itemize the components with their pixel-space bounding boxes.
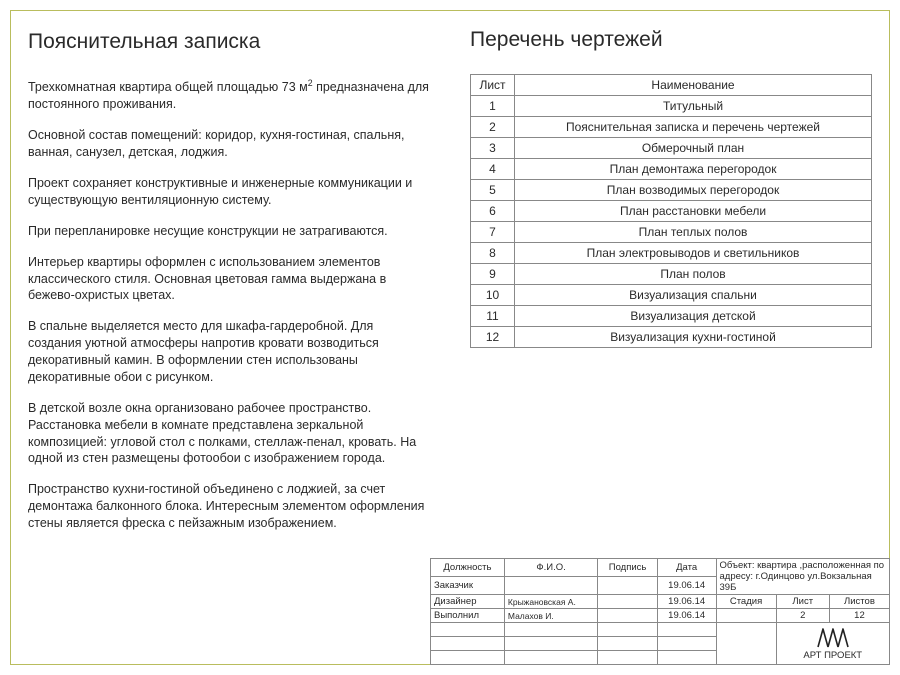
tb-r2-sign [598, 595, 658, 609]
row-num: 12 [471, 327, 515, 348]
row-num: 9 [471, 264, 515, 285]
row-num: 4 [471, 159, 515, 180]
tb-e2c [598, 637, 658, 651]
tb-e2a [431, 637, 504, 651]
tb-r3-role: Выполнил [431, 609, 504, 623]
tb-e1b [504, 623, 597, 637]
tb-mid-empty [716, 623, 776, 665]
tb-e1d [657, 623, 716, 637]
index-table: Лист Наименование 1Титульный2Пояснительн… [470, 74, 872, 348]
row-num: 5 [471, 180, 515, 201]
table-row: 2Пояснительная записка и перечень чертеж… [471, 117, 872, 138]
row-num: 3 [471, 138, 515, 159]
tb-sheets-val: 12 [829, 609, 889, 623]
index-h-sheet: Лист [471, 75, 515, 96]
note-p4: При перепланировке несущие конструкции н… [28, 223, 430, 240]
row-title: План возводимых перегородок [515, 180, 872, 201]
tb-e2b [504, 637, 597, 651]
row-title: Визуализация детской [515, 306, 872, 327]
row-title: План расстановки мебели [515, 201, 872, 222]
row-num: 8 [471, 243, 515, 264]
tb-e3a [431, 651, 504, 665]
logo-text: АРТ ПРОЕКТ [803, 650, 862, 661]
row-title: План теплых полов [515, 222, 872, 243]
tb-r3-date: 19.06.14 [657, 609, 716, 623]
table-row: 4План демонтажа перегородок [471, 159, 872, 180]
tb-e3b [504, 651, 597, 665]
tb-h-fio: Ф.И.О. [504, 559, 597, 577]
tb-r3-fio: Малахов И. [504, 609, 597, 623]
row-title: Титульный [515, 96, 872, 117]
tb-r1-sign [598, 577, 658, 595]
row-title: Визуализация кухни-гостиной [515, 327, 872, 348]
note-p6: В спальне выделяется место для шкафа-гар… [28, 318, 430, 386]
explanatory-note: Пояснительная записка Трехкомнатная квар… [28, 28, 430, 546]
title-block: Должность Ф.И.О. Подпись Дата Объект: кв… [430, 558, 890, 665]
tb-r1-role: Заказчик [431, 577, 504, 595]
drawing-index: Перечень чертежей Лист Наименование 1Тит… [470, 28, 872, 546]
row-num: 2 [471, 117, 515, 138]
row-num: 10 [471, 285, 515, 306]
row-title: Визуализация спальни [515, 285, 872, 306]
tb-h-sheet: Лист [776, 595, 829, 609]
tb-h-stage: Стадия [716, 595, 776, 609]
note-p1: Трехкомнатная квартира общей площадью 73… [28, 78, 430, 113]
logo-icon [816, 626, 850, 648]
tb-logo-cell: АРТ ПРОЕКТ [776, 623, 889, 665]
note-title: Пояснительная записка [28, 28, 430, 56]
tb-r1-fio [504, 577, 597, 595]
tb-object: Объект: квартира ,расположенная по адрес… [716, 559, 890, 595]
tb-h-sheets: Листов [829, 595, 889, 609]
note-p1a: Трехкомнатная квартира общей площадью 73… [28, 81, 308, 95]
row-title: Обмерочный план [515, 138, 872, 159]
row-title: План электровыводов и светильников [515, 243, 872, 264]
table-row: 7План теплых полов [471, 222, 872, 243]
note-p5: Интерьер квартиры оформлен с использован… [28, 254, 430, 305]
table-row: 3Обмерочный план [471, 138, 872, 159]
row-num: 11 [471, 306, 515, 327]
tb-e1c [598, 623, 658, 637]
note-p2: Основной состав помещений: коридор, кухн… [28, 127, 430, 161]
index-h-name: Наименование [515, 75, 872, 96]
table-row: 12Визуализация кухни-гостиной [471, 327, 872, 348]
tb-r2-date: 19.06.14 [657, 595, 716, 609]
row-title: Пояснительная записка и перечень чертеже… [515, 117, 872, 138]
index-title: Перечень чертежей [470, 28, 872, 52]
tb-e1a [431, 623, 504, 637]
tb-r1-date: 19.06.14 [657, 577, 716, 595]
tb-r3-sign [598, 609, 658, 623]
table-row: 10Визуализация спальни [471, 285, 872, 306]
table-row: 9План полов [471, 264, 872, 285]
tb-e3d [657, 651, 716, 665]
tb-sheet-val: 2 [776, 609, 829, 623]
table-row: 1Титульный [471, 96, 872, 117]
row-num: 6 [471, 201, 515, 222]
note-p7: В детской возле окна организовано рабоче… [28, 400, 430, 468]
table-row: 11Визуализация детской [471, 306, 872, 327]
row-title: План демонтажа перегородок [515, 159, 872, 180]
table-row: 5План возводимых перегородок [471, 180, 872, 201]
row-num: 1 [471, 96, 515, 117]
tb-r2-role: Дизайнер [431, 595, 504, 609]
main-content: Пояснительная записка Трехкомнатная квар… [28, 28, 872, 546]
tb-stage-val [716, 609, 776, 623]
tb-h-sign: Подпись [598, 559, 658, 577]
table-row: 8План электровыводов и светильников [471, 243, 872, 264]
tb-e3c [598, 651, 658, 665]
note-p3: Проект сохраняет конструктивные и инжене… [28, 175, 430, 209]
row-title: План полов [515, 264, 872, 285]
index-header-row: Лист Наименование [471, 75, 872, 96]
tb-h-role: Должность [431, 559, 504, 577]
table-row: 6План расстановки мебели [471, 201, 872, 222]
tb-h-date: Дата [657, 559, 716, 577]
tb-r2-fio: Крыжановская А. [504, 595, 597, 609]
row-num: 7 [471, 222, 515, 243]
tb-e2d [657, 637, 716, 651]
note-p8: Пространство кухни-гостиной объединено с… [28, 481, 430, 532]
